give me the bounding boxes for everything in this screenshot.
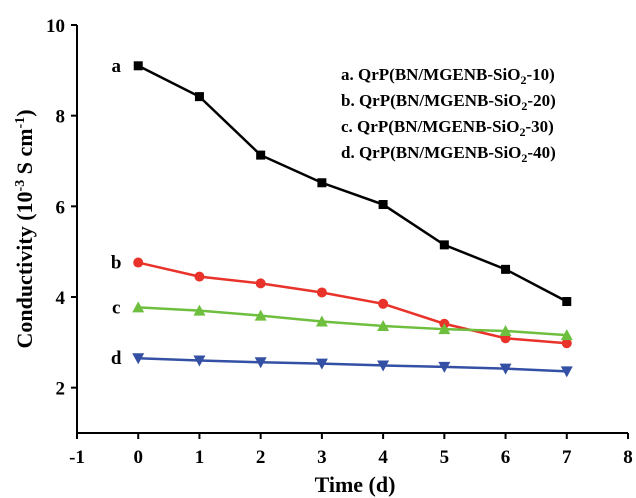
y-tick-label: 6	[56, 197, 66, 218]
y-axis-title-main: Conductivity (10	[12, 191, 37, 348]
data-point	[254, 357, 267, 369]
legend-entry-suffix: -10)	[526, 65, 554, 84]
data-point	[560, 366, 573, 378]
y-axis-title-mid: S cm	[12, 128, 37, 179]
legend: a. QrP(BN/MGENB-SiO2-10)b. QrP(BN/MGENB-…	[341, 65, 556, 165]
y-axis-title-exp: -3	[13, 180, 28, 192]
legend-entry-suffix: -30)	[525, 117, 553, 136]
data-point	[256, 150, 266, 160]
data-point	[133, 61, 143, 71]
data-point	[439, 240, 449, 250]
data-point	[315, 358, 328, 370]
data-point	[315, 315, 328, 327]
series-b-line	[137, 261, 567, 345]
data-point	[193, 355, 206, 367]
legend-entry-main: b. QrP(BN/MGENB-SiO	[341, 91, 521, 110]
y-tick-label: 2	[56, 379, 66, 400]
data-point	[499, 363, 512, 375]
plot-area	[76, 25, 628, 434]
data-point	[378, 298, 389, 309]
data-point	[501, 264, 511, 274]
legend-entry-d: d. QrP(BN/MGENB-SiO2-40)	[341, 143, 556, 165]
y-tick-label: 4	[56, 288, 66, 309]
legend-entry-sub: 2	[521, 99, 527, 113]
data-point	[194, 271, 205, 282]
data-point	[377, 360, 390, 372]
legend-entry-b: b. QrP(BN/MGENB-SiO2-20)	[341, 91, 556, 113]
data-point	[254, 309, 267, 321]
data-point	[438, 361, 451, 373]
legend-entry-sub: 2	[520, 73, 526, 87]
data-point	[133, 257, 144, 268]
series-d-line	[138, 356, 567, 373]
data-point	[499, 325, 512, 336]
series-c-label: c	[112, 297, 120, 318]
x-tick-label: 6	[501, 447, 511, 468]
series-a-line	[137, 64, 568, 303]
y-tick-label: 8	[56, 107, 66, 128]
y-axis-title: Conductivity (10-3 S cm-1)	[12, 109, 37, 348]
series-c-line	[138, 306, 567, 337]
data-point	[560, 329, 573, 341]
data-point	[377, 320, 390, 332]
y-axis-title-exp2: -1	[13, 117, 28, 129]
legend-entry-c: c. QrP(BN/MGENB-SiO2-30)	[341, 117, 554, 139]
y-tick-label: 10	[46, 16, 65, 37]
data-point	[378, 200, 388, 210]
data-point	[316, 287, 327, 298]
legend-entry-sub: 2	[521, 151, 527, 165]
y-ticks: 2 4 6 8 10	[46, 16, 77, 400]
data-point	[561, 338, 572, 349]
x-ticks: -1 0 1 2 3 4 5 6 7 8	[69, 433, 633, 468]
series-labels: a b c d	[111, 56, 122, 369]
x-tick-label: 1	[195, 447, 205, 468]
legend-entry-a: a. QrP(BN/MGENB-SiO2-10)	[341, 65, 555, 87]
series-c	[132, 301, 573, 341]
legend-entry-main: a. QrP(BN/MGENB-SiO	[341, 65, 520, 84]
series-a	[133, 61, 572, 307]
x-tick-label: -1	[69, 447, 85, 468]
data-point	[194, 92, 204, 102]
x-tick-label: 7	[562, 447, 572, 468]
data-point	[255, 278, 266, 289]
data-point	[132, 353, 145, 365]
series-a-label: a	[111, 56, 121, 77]
x-tick-label: 3	[317, 447, 327, 468]
legend-entry-sub: 2	[519, 125, 525, 139]
data-point	[438, 323, 451, 335]
x-tick-label: 5	[440, 447, 450, 468]
data-point	[193, 304, 206, 316]
legend-entry-suffix: -20)	[527, 91, 555, 110]
x-tick-label: 4	[378, 447, 388, 468]
x-tick-label: 8	[623, 447, 633, 468]
x-tick-label: 0	[133, 447, 143, 468]
data-point	[132, 301, 145, 313]
legend-entry-main: c. QrP(BN/MGENB-SiO	[341, 117, 519, 136]
legend-entry-suffix: -40)	[527, 143, 555, 162]
y-axis-title-end: )	[12, 109, 37, 116]
series-layer	[132, 61, 573, 378]
series-b-label: b	[111, 253, 122, 274]
series-d	[132, 353, 573, 378]
series-d-label: d	[111, 348, 122, 369]
x-axis-title: Time (d)	[315, 472, 396, 497]
legend-entry-main: d. QrP(BN/MGENB-SiO	[341, 143, 521, 162]
data-point	[562, 297, 572, 307]
x-tick-label: 2	[256, 447, 266, 468]
data-point	[317, 178, 327, 188]
